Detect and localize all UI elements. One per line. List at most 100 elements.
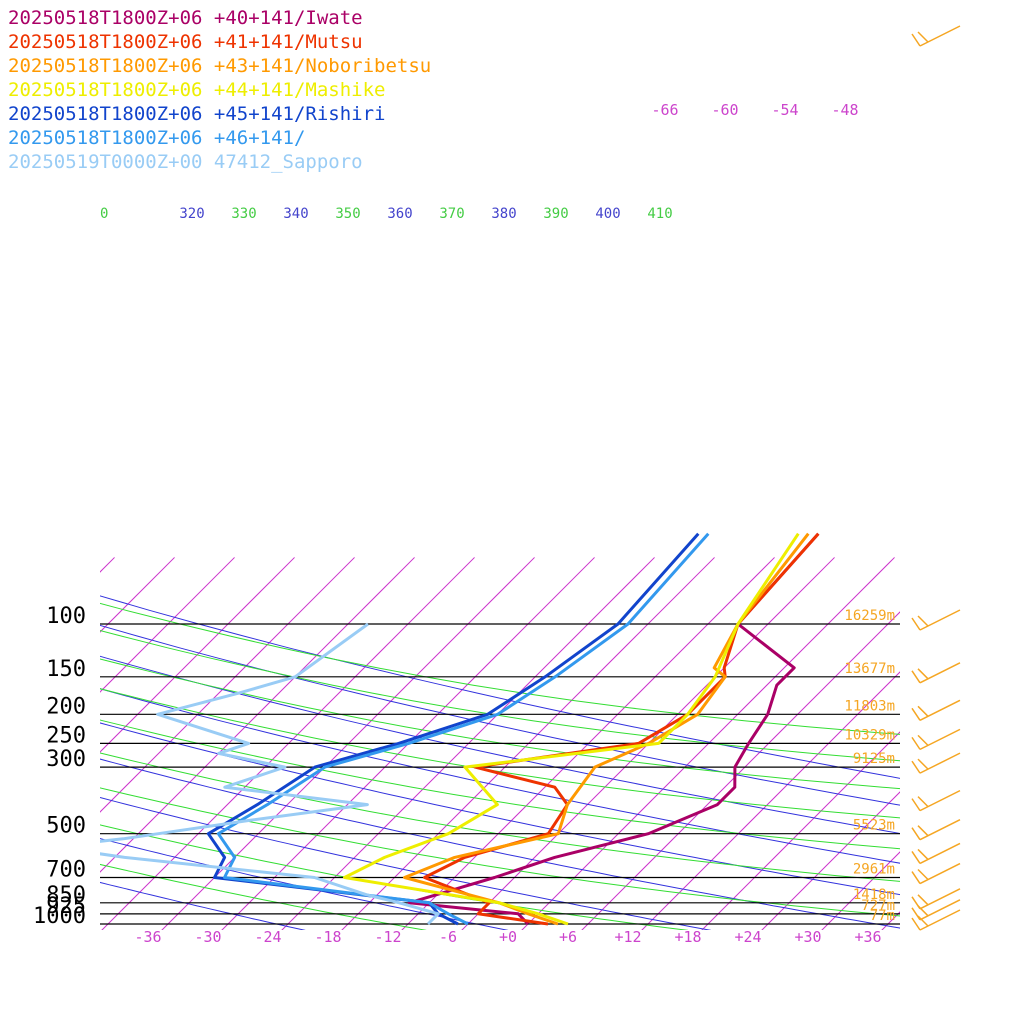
wind-barb-flag: [917, 868, 929, 881]
temperature-tick-label: +30: [794, 928, 821, 946]
wind-barb-flag: [911, 827, 921, 841]
wind-barb: [919, 842, 961, 865]
theta-label: 330: [231, 206, 256, 222]
dry-adiabat-line: [100, 688, 900, 864]
wind-barb-flag: [917, 615, 929, 627]
height-label: 10329m: [844, 727, 895, 743]
moist-adiabat-line: [100, 658, 900, 790]
sounding-line: [343, 532, 800, 926]
pressure-label: 700: [46, 858, 86, 883]
wind-barb-flag: [917, 894, 929, 906]
theta-label: 360: [387, 206, 412, 222]
wind-barb-flag: [917, 705, 929, 717]
pressure-label: 150: [46, 657, 86, 682]
wind-barb: [919, 609, 961, 631]
sounding-line: [407, 532, 820, 926]
dry-adiabat-line: [100, 624, 900, 806]
wind-barb-flag: [911, 798, 921, 812]
temperature-tick-label: -18: [314, 928, 341, 946]
wind-barb-flag: [917, 825, 929, 837]
wind-barb: [919, 752, 961, 774]
theta-label: 390: [543, 206, 568, 222]
wind-barb: [919, 909, 961, 931]
legend-entry: 20250518T1800Z+06 +43+141/Noboribetsu: [8, 55, 431, 77]
dry-adiabat-line: [100, 595, 900, 779]
wind-barb: [919, 819, 961, 841]
sounding-line: [216, 532, 710, 926]
pressure-label: 500: [46, 814, 86, 839]
moist-adiabat-line: [100, 688, 900, 819]
wind-barb-flag: [917, 796, 929, 808]
wind-barb: [919, 899, 961, 921]
wind-barb-flag: [917, 31, 929, 43]
theta-label: 400: [595, 206, 620, 222]
height-label: 1418m: [853, 887, 895, 903]
upper-isotherm-label: -60: [711, 101, 738, 119]
dry-adiabat-line: [100, 881, 306, 930]
dry-adiabat-line: [100, 722, 900, 896]
theta-label: 320: [179, 206, 204, 222]
isotherm-line: [1002, 557, 1024, 930]
dry-adiabat-line: [100, 655, 900, 834]
temperature-tick-label: +0: [499, 928, 517, 946]
wind-barb-flag: [911, 760, 921, 774]
height-label: 727m: [861, 898, 895, 914]
temperature-tick-label: +36: [854, 928, 881, 946]
temperature-tick-label: +24: [734, 928, 761, 946]
theta-label: 370: [439, 206, 464, 222]
theta-label: 380: [491, 206, 516, 222]
wind-barbs: [911, 25, 961, 931]
wind-barb-flag: [911, 851, 921, 864]
moist-adiabat-line: [100, 787, 900, 917]
wind-barb-flag: [917, 758, 929, 770]
wind-barb-flag: [917, 668, 929, 680]
moist-adiabat-line: [100, 824, 689, 930]
pressure-label: 200: [46, 694, 86, 719]
dry-adiabat-line: [100, 838, 509, 930]
wind-barb: [919, 789, 961, 812]
temperature-tick-label: +12: [614, 928, 641, 946]
theta-label: 410: [647, 206, 672, 222]
isotherm-line: [761, 791, 900, 930]
moist-adiabat-line: [100, 719, 900, 850]
wind-barb: [919, 699, 961, 721]
legend: 20250518T1800Z+06 +40+141/Iwate20250518T…: [8, 7, 431, 173]
upper-isotherm-label: -48: [831, 101, 858, 119]
legend-entry: 20250518T1800Z+06 +44+141/Mashike: [8, 79, 386, 101]
pressure-label: 850: [46, 883, 86, 908]
theta-label: 0: [100, 206, 108, 222]
temperature-tick-label: +6: [559, 928, 577, 946]
sounding-line: [100, 622, 440, 926]
upper-isotherm-label: -66: [651, 101, 678, 119]
height-label: 9125m: [853, 751, 895, 767]
wind-barb-flag: [917, 848, 929, 860]
moist-adiabat-line: [100, 630, 900, 762]
height-label: 77m: [870, 908, 895, 924]
sounding-line: [403, 532, 810, 926]
pressure-label: 300: [46, 747, 86, 772]
moist-adiabat-line: [100, 602, 900, 735]
isotherm-line: [821, 851, 900, 930]
legend-entry: 20250518T1800Z+06 +46+141/: [8, 127, 305, 149]
theta-label: 350: [335, 206, 360, 222]
wind-barb-flag: [911, 736, 921, 750]
pressure-label: 925: [46, 894, 86, 919]
temperature-tick-label: -24: [254, 928, 281, 946]
height-label: 5523m: [853, 818, 895, 834]
pressure-label: 1000: [33, 904, 86, 929]
wind-barb-flag: [917, 734, 929, 746]
theta-label: 340: [283, 206, 308, 222]
height-label: 16259m: [844, 608, 895, 624]
wind-barb-flag: [917, 905, 929, 917]
legend-entry: 20250518T1800Z+06 +41+141/Mutsu: [8, 31, 363, 53]
wind-barb-flag: [911, 617, 921, 631]
wind-barb: [919, 862, 961, 885]
moist-adiabat-line: [100, 863, 427, 930]
wind-barb: [919, 888, 961, 910]
wind-barb-flag: [917, 915, 929, 927]
temperature-tick-label: -6: [439, 928, 457, 946]
isotherm-line: [100, 557, 235, 693]
height-label: 13677m: [844, 661, 895, 677]
wind-barb-flag: [911, 907, 921, 921]
